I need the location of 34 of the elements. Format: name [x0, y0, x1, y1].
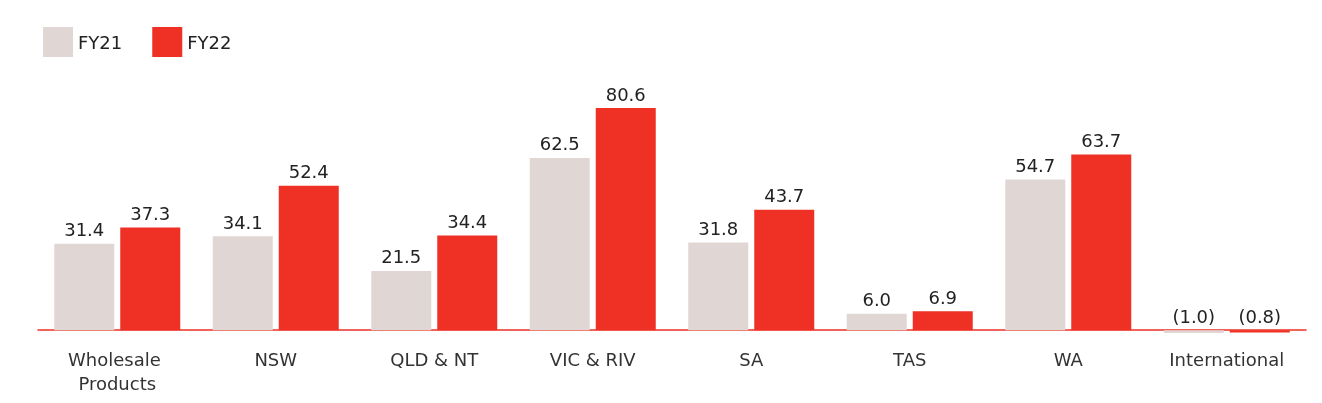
x-tick-label: Wholesale Products	[68, 348, 167, 394]
bar	[1163, 330, 1224, 333]
data-label: 37.3	[130, 202, 171, 224]
data-label: (1.0)	[1172, 305, 1216, 327]
bar	[54, 243, 115, 331]
data-label: 80.6	[605, 83, 646, 105]
data-label: 31.8	[698, 218, 739, 240]
data-label: 6.0	[862, 289, 892, 311]
data-label: 43.7	[764, 185, 805, 207]
data-label: 62.5	[539, 133, 580, 155]
data-label: 34.1	[222, 211, 263, 233]
data-label: 21.5	[381, 246, 422, 268]
data-label: 31.4	[64, 219, 105, 241]
bar	[688, 242, 749, 331]
data-label: 63.7	[1081, 130, 1122, 152]
data-label: (0.8)	[1238, 305, 1282, 327]
x-tick-label: SA	[739, 348, 764, 370]
data-label: 34.4	[447, 210, 488, 232]
data-label: 52.4	[288, 161, 329, 183]
bar	[846, 313, 907, 331]
x-tick-label: WA	[1053, 348, 1084, 370]
x-tick-label: TAS	[892, 348, 927, 370]
data-label: 6.9	[928, 286, 958, 308]
x-tick-label: QLD & NT	[390, 348, 480, 370]
x-tick-label: International	[1169, 348, 1285, 370]
bar	[529, 157, 590, 331]
legend-label: FY22	[187, 31, 232, 53]
x-tick-label: VIC & RIV	[549, 348, 637, 370]
bar	[371, 270, 432, 331]
x-tick-label: NSW	[254, 348, 298, 370]
legend-label: FY21	[78, 31, 123, 53]
bar	[1005, 179, 1066, 331]
bar	[212, 236, 273, 331]
data-label: 54.7	[1015, 154, 1056, 176]
